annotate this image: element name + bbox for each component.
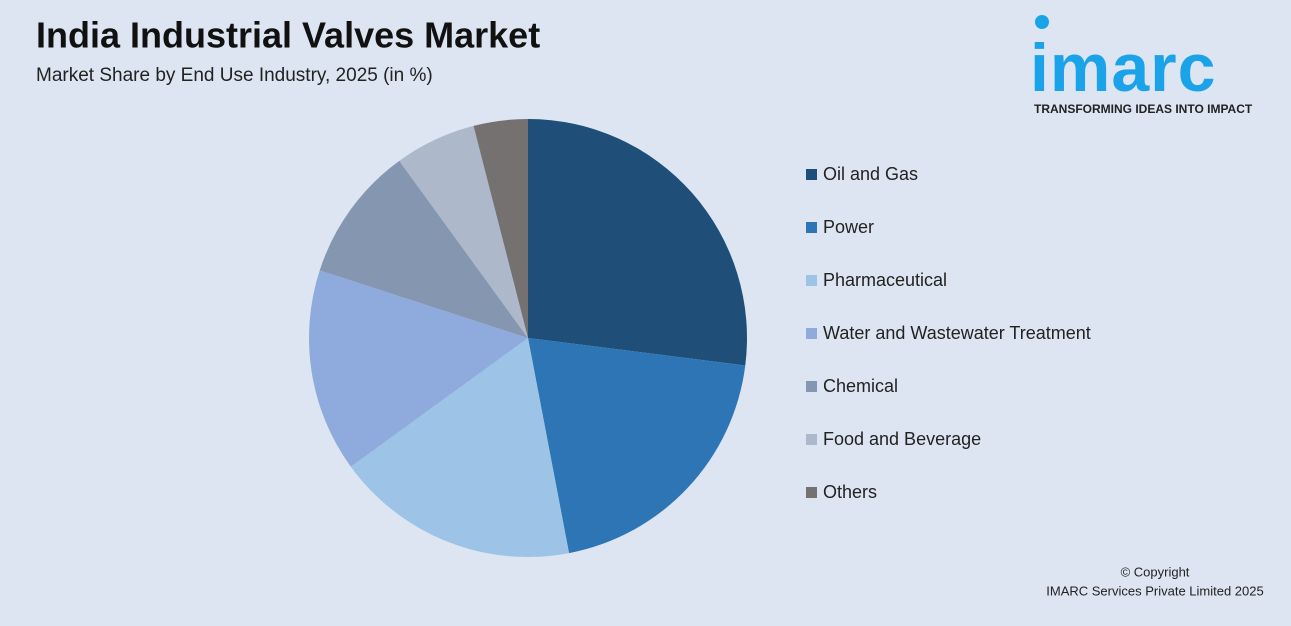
company: IMARC Services Private Limited 2025 [1046,583,1263,598]
legend-swatch [806,487,817,498]
pie-slice [528,338,746,554]
legend-swatch [806,169,817,180]
pie-slice [399,125,528,339]
chart-subtitle: Market Share by End Use Industry, 2025 (… [36,65,433,86]
legend-swatch [806,222,817,233]
pie-slice [309,270,528,467]
legend-swatch [806,381,817,392]
pie-slice [319,160,528,338]
legend-label: Food and Beverage [823,429,981,449]
copyright: © Copyright [1121,564,1190,579]
legend-label: Pharmaceutical [823,270,947,290]
pie-slice [473,119,528,338]
chart-title: India Industrial Valves Market [36,15,540,56]
logo-tagline: TRANSFORMING IDEAS INTO IMPACT [1034,102,1253,116]
legend-label: Power [823,217,874,237]
legend-swatch [806,434,817,445]
legend-label: Oil and Gas [823,164,918,184]
logo-dot [1035,15,1049,29]
pie-slice [528,119,747,366]
legend-label: Water and Wastewater Treatment [823,323,1091,343]
pie-slice [350,338,570,557]
legend-label: Others [823,482,877,502]
legend-label: Chemical [823,376,898,396]
legend-swatch [806,328,817,339]
legend-swatch [806,275,817,286]
logo-name: imarc [1030,30,1216,106]
